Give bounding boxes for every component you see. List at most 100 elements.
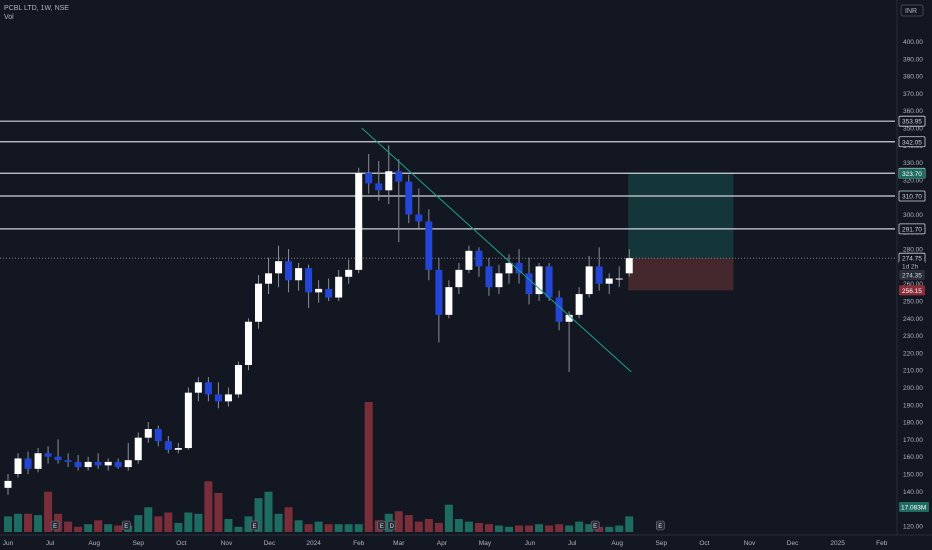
volume-bar xyxy=(154,516,163,532)
candle-body[interactable] xyxy=(104,461,112,466)
volume-bar xyxy=(34,515,43,532)
candle-body[interactable] xyxy=(565,314,573,322)
candle-body[interactable] xyxy=(64,460,72,462)
stop-zone[interactable] xyxy=(628,258,734,291)
candle-body[interactable] xyxy=(555,297,563,322)
price-badge-label: 323.70 xyxy=(902,171,922,178)
volume-bar xyxy=(314,521,323,532)
candle-body[interactable] xyxy=(244,321,252,366)
candle-body[interactable] xyxy=(385,171,393,191)
candle-body[interactable] xyxy=(295,268,303,281)
event-marker[interactable] xyxy=(590,520,600,531)
candle-body[interactable] xyxy=(34,453,42,469)
symbol-title[interactable]: PCBL LTD, 1W, NSE xyxy=(4,5,69,12)
event-marker[interactable] xyxy=(250,520,259,531)
candle-body[interactable] xyxy=(335,276,343,298)
candle-body[interactable] xyxy=(345,269,353,277)
time-tick-label: Apr xyxy=(437,540,448,547)
candle-body[interactable] xyxy=(515,262,523,274)
candle-body[interactable] xyxy=(14,458,22,474)
candle-body[interactable] xyxy=(44,453,52,457)
price-badge-label: 274.75 xyxy=(902,256,922,263)
level-price-label: 291.70 xyxy=(902,226,922,233)
candle-body[interactable] xyxy=(134,437,142,461)
candle-body[interactable] xyxy=(365,172,373,184)
candle-body[interactable] xyxy=(595,266,603,284)
candle-body[interactable] xyxy=(114,461,122,468)
trendline[interactable] xyxy=(361,127,632,373)
candle-body[interactable] xyxy=(545,266,553,298)
candle-body[interactable] xyxy=(615,278,623,280)
event-marker[interactable] xyxy=(377,520,387,531)
candle-body[interactable] xyxy=(74,461,82,468)
candle-body[interactable] xyxy=(305,268,313,293)
volume-bar xyxy=(214,493,223,532)
currency-box[interactable] xyxy=(900,4,924,17)
candle-body[interactable] xyxy=(395,171,403,182)
volume-bar xyxy=(605,526,614,532)
time-tick-label: Mar xyxy=(393,540,405,547)
price-tick-label: 380.00 xyxy=(903,74,923,81)
time-tick-label: Jul xyxy=(568,540,577,547)
candle-body[interactable] xyxy=(174,448,182,450)
candle-body[interactable] xyxy=(4,480,12,488)
candle-body[interactable] xyxy=(405,181,413,215)
time-tick-label: 2025 xyxy=(830,540,845,547)
volume-bar xyxy=(484,524,493,532)
candle-body[interactable] xyxy=(84,461,92,468)
candle-body[interactable] xyxy=(525,273,533,295)
event-marker[interactable] xyxy=(50,520,60,531)
candle-body[interactable] xyxy=(425,221,433,270)
time-tick-label: Dec xyxy=(264,540,276,547)
candle-body[interactable] xyxy=(224,394,232,402)
candle-body[interactable] xyxy=(435,269,443,315)
price-tick-label: 250.00 xyxy=(903,299,923,306)
candle-body[interactable] xyxy=(214,394,222,402)
candle-body[interactable] xyxy=(355,172,363,270)
candle-body[interactable] xyxy=(505,262,513,274)
candle-body[interactable] xyxy=(94,461,102,466)
price-badge xyxy=(899,270,925,281)
candle-body[interactable] xyxy=(605,278,613,284)
candle-body[interactable] xyxy=(184,392,192,449)
candle-body[interactable] xyxy=(285,261,293,281)
target-zone[interactable] xyxy=(628,173,734,259)
event-marker[interactable] xyxy=(121,520,131,531)
volume-legend[interactable]: Vol xyxy=(4,14,14,21)
volume-bar xyxy=(595,526,604,532)
event-marker-label: E xyxy=(124,524,128,530)
candle-body[interactable] xyxy=(455,269,463,288)
price-tick-label: 200.00 xyxy=(903,385,923,392)
time-tick-label: May xyxy=(479,540,492,547)
candle-body[interactable] xyxy=(445,287,453,315)
event-marker[interactable] xyxy=(387,520,397,531)
candle-body[interactable] xyxy=(375,183,383,191)
event-marker[interactable] xyxy=(656,520,665,531)
candle-body[interactable] xyxy=(154,429,162,442)
candle-body[interactable] xyxy=(194,382,202,393)
candle-body[interactable] xyxy=(485,266,493,288)
volume-bar xyxy=(44,491,53,532)
candle-body[interactable] xyxy=(124,460,132,468)
candle-body[interactable] xyxy=(315,288,323,293)
candle-body[interactable] xyxy=(575,294,583,315)
candle-body[interactable] xyxy=(465,250,473,270)
candle-body[interactable] xyxy=(495,273,503,288)
candle-body[interactable] xyxy=(255,283,262,322)
candle-body[interactable] xyxy=(275,261,283,274)
candle-body[interactable] xyxy=(24,458,32,469)
candle-body[interactable] xyxy=(475,250,483,267)
candle-body[interactable] xyxy=(164,441,172,450)
candle-body[interactable] xyxy=(415,214,423,222)
time-tick-label: 2024 xyxy=(306,540,321,547)
candle-body[interactable] xyxy=(144,429,152,438)
candle-body[interactable] xyxy=(204,382,212,395)
candle-body[interactable] xyxy=(54,456,62,461)
candle-body[interactable] xyxy=(625,258,633,274)
candle-body[interactable] xyxy=(585,266,593,295)
candle-body[interactable] xyxy=(535,266,543,295)
candle-body[interactable] xyxy=(265,273,273,284)
candle-body[interactable] xyxy=(234,365,242,395)
candle-body[interactable] xyxy=(325,288,333,298)
